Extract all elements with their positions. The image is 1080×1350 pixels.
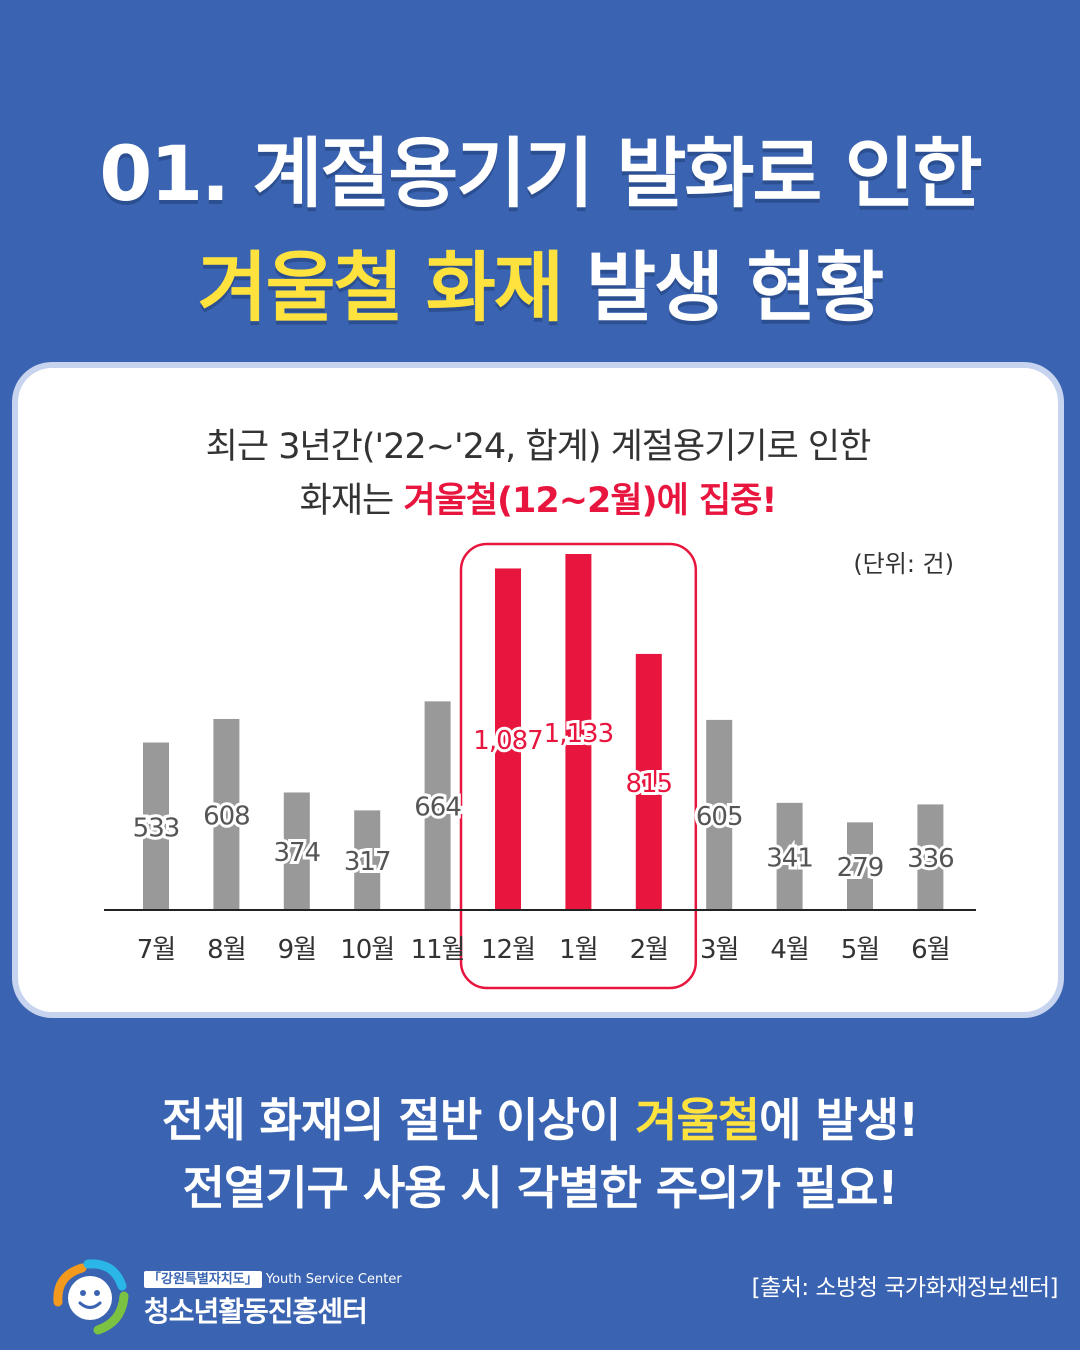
chart-subtitle-prefix: 화재는 — [299, 481, 404, 521]
bar-value-label: 664 — [414, 793, 461, 823]
bar-12 — [917, 804, 944, 910]
bottom-message-line2: 전열기구 사용 시 각별한 주의가 필요! — [182, 1161, 899, 1215]
bar-1 — [143, 742, 169, 910]
chart-subtitle-line1: 최근 3년간('22~'24, 합계) 계절용기기로 인한 — [205, 427, 872, 467]
category-label: 9월 — [278, 935, 316, 965]
bar-3 — [283, 792, 310, 910]
category-label: 10월 — [340, 935, 394, 965]
category-label: 12월 — [481, 935, 535, 965]
bar-2 — [213, 718, 240, 910]
bar-value-label: 815 — [625, 769, 672, 799]
bar-value-label: 317 — [344, 847, 391, 877]
bar-value-label: 341 — [766, 843, 813, 873]
smiley-logo-icon — [53, 1259, 129, 1335]
bar-value-label: 374 — [273, 838, 320, 868]
category-label: 3월 — [700, 935, 738, 965]
chart-subtitle-line2: 화재는 겨울철(12~2월)에 집중! — [18, 472, 1058, 523]
category-label: 11월 — [411, 935, 465, 965]
category-label: 4월 — [770, 935, 808, 965]
category-label: 6월 — [911, 935, 949, 965]
bar-value-label: 336 — [907, 844, 954, 874]
main-title-rest: 발생 현황 — [561, 243, 884, 332]
unit-label: (단위: 건) — [853, 550, 954, 578]
bar-8 — [635, 653, 662, 910]
bottom-message-suffix: 에 발생! — [759, 1093, 919, 1147]
bar-5 — [424, 701, 451, 910]
winter-highlight-frame — [459, 542, 698, 990]
org-logo: 「강원특별자치도」 Youth Service Center 청소년활동진흥센터 — [48, 1256, 402, 1336]
main-title-highlight: 겨울철 화재 — [197, 243, 564, 332]
org-english: Youth Service Center — [265, 1272, 402, 1287]
chart-subtitle-highlight: 겨울철(12~2월)에 집중! — [403, 481, 777, 521]
category-label: 2월 — [630, 935, 668, 965]
bar-value-label: 605 — [696, 802, 743, 832]
bottom-message-line1: 전체 화재의 절반 이상이 겨울철에 발생! — [0, 1084, 1080, 1150]
source-citation: [출처: 소방청 국가화재정보센터] — [751, 1275, 1059, 1301]
category-label: 1월 — [559, 935, 597, 965]
bar-11 — [847, 822, 873, 910]
bar-value-label: 279 — [837, 853, 884, 883]
org-name: 청소년활동진흥센터 — [144, 1295, 368, 1328]
category-label: 7월 — [137, 935, 175, 965]
bar-7 — [565, 554, 592, 910]
bar-value-label: 1,087 — [473, 726, 542, 756]
bar-10 — [776, 802, 803, 910]
bar-value-label: 533 — [133, 813, 180, 843]
bar-6 — [495, 568, 521, 910]
org-region: 「강원특별자치도」 — [144, 1271, 262, 1288]
org-subtitle: 「강원특별자치도」 Youth Service Center — [144, 1268, 402, 1288]
bottom-message-highlight: 겨울철 — [635, 1093, 760, 1147]
bar-9 — [706, 719, 733, 910]
main-title-line1: 01. 계절용기기 발화로 인한 — [99, 129, 982, 218]
category-label: 5월 — [841, 935, 879, 965]
chart-card: 최근 3년간('22~'24, 합계) 계절용기기로 인한 화재는 겨울철(12… — [18, 368, 1058, 1012]
bar-value-label: 1,133 — [544, 719, 613, 749]
bar-value-label: 608 — [203, 801, 250, 831]
bar-chart: 533 7월 608 8월 374 9월 317 10월 664 11월 1,087 12월 1,133… — [104, 542, 976, 990]
bottom-message-prefix: 전체 화재의 절반 이상이 — [161, 1093, 636, 1147]
main-title-line2: 겨울철 화재 발생 현황 — [0, 226, 1080, 336]
category-label: 8월 — [207, 935, 245, 965]
bar-4 — [354, 810, 381, 910]
